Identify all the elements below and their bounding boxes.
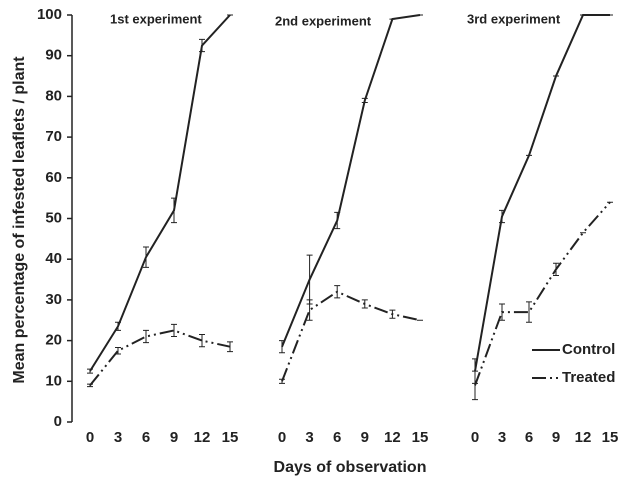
error-bar xyxy=(143,329,149,344)
x-tick-label: 12 xyxy=(575,429,592,446)
error-bar xyxy=(143,246,149,268)
y-tick-label: 100 xyxy=(37,6,62,23)
error-bar xyxy=(334,285,341,299)
x-axis-label: Days of observation xyxy=(274,459,427,476)
x-tick-label: 3 xyxy=(498,429,506,446)
data-line xyxy=(89,14,231,372)
error-bar xyxy=(279,378,285,384)
error-bar xyxy=(334,211,341,230)
data-line xyxy=(474,201,611,386)
y-tick-label: 10 xyxy=(45,372,62,389)
error-bar xyxy=(499,303,505,321)
error-bar xyxy=(87,368,93,374)
data-line xyxy=(474,14,610,372)
x-tick-label: 0 xyxy=(86,429,94,446)
x-tick-label: 9 xyxy=(552,429,560,446)
error-bar xyxy=(199,38,205,53)
y-axis-label: Mean percentage of infested leaflets / p… xyxy=(11,56,28,384)
error-bar xyxy=(361,299,368,309)
panel-title: 1st experiment xyxy=(110,11,202,26)
y-tick-label: 30 xyxy=(45,291,62,308)
y-tick-label: 50 xyxy=(45,209,62,226)
y-tick-label: 70 xyxy=(45,128,62,145)
x-tick-label: 12 xyxy=(194,429,211,446)
y-tick-label: 90 xyxy=(45,47,62,64)
legend-label: Control xyxy=(562,341,615,358)
x-tick-label: 12 xyxy=(384,429,401,446)
error-bar xyxy=(87,383,93,388)
x-tick-label: 0 xyxy=(278,429,286,446)
x-tick-label: 3 xyxy=(114,429,122,446)
error-bar xyxy=(279,340,285,354)
x-tick-label: 6 xyxy=(142,429,150,446)
error-bar xyxy=(306,299,313,321)
x-tick-label: 9 xyxy=(361,429,369,446)
data-line xyxy=(281,290,421,382)
y-tick-label: 0 xyxy=(54,413,62,430)
x-tick-label: 15 xyxy=(602,429,619,446)
error-bar xyxy=(499,209,505,224)
data-line xyxy=(89,329,231,386)
x-tick-label: 6 xyxy=(333,429,341,446)
x-tick-label: 6 xyxy=(525,429,533,446)
panel-title: 3rd experiment xyxy=(467,11,561,26)
error-bar xyxy=(553,262,559,276)
error-bar xyxy=(306,254,313,305)
y-tick-label: 40 xyxy=(45,250,62,267)
error-bar xyxy=(361,97,368,104)
x-tick-label: 9 xyxy=(170,429,178,446)
error-bar xyxy=(526,301,532,323)
x-tick-label: 15 xyxy=(412,429,429,446)
error-bar xyxy=(389,309,396,319)
error-bar xyxy=(171,197,177,224)
error-bar xyxy=(472,370,478,401)
x-tick-label: 3 xyxy=(305,429,313,446)
x-tick-label: 15 xyxy=(222,429,239,446)
error-bar xyxy=(115,321,121,331)
legend-label: Treated xyxy=(562,369,615,386)
y-tick-label: 60 xyxy=(45,169,62,186)
y-tick-label: 20 xyxy=(45,332,62,349)
error-bar xyxy=(115,347,121,355)
error-bar xyxy=(199,333,205,348)
data-line xyxy=(281,14,421,348)
x-tick-label: 0 xyxy=(471,429,479,446)
y-tick-label: 80 xyxy=(45,87,62,104)
panel-title: 2nd experiment xyxy=(275,13,372,28)
error-bar xyxy=(227,341,233,353)
error-bar xyxy=(171,323,177,338)
